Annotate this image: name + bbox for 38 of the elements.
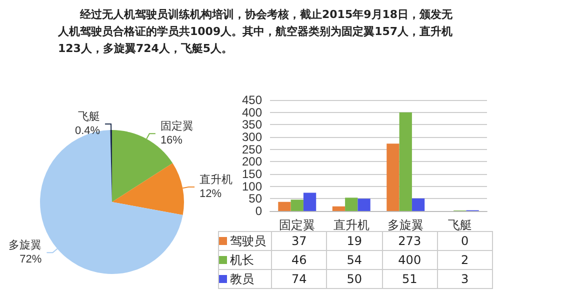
slice-label: 固定翼 <box>160 120 194 133</box>
y-tick-label: 0 <box>255 204 262 218</box>
data-label: 2 <box>437 250 492 270</box>
data-label: 51 <box>382 270 438 288</box>
data-label: 74 <box>272 270 327 288</box>
y-tick-label: 450 <box>242 93 262 107</box>
y-tick-label: 200 <box>242 154 262 169</box>
data-label: 46 <box>272 250 327 270</box>
x-tick-label: 固定翼 <box>279 218 316 232</box>
data-label: 0 <box>437 232 492 250</box>
y-tick-label: 400 <box>242 105 262 120</box>
y-tick-label: 50 <box>248 192 262 206</box>
data-label: 19 <box>326 232 382 250</box>
y-tick-label: 300 <box>242 130 262 144</box>
data-label: 273 <box>382 232 438 250</box>
data-label: 400 <box>382 250 438 270</box>
data-label: 0.4% <box>74 125 100 138</box>
data-label: 72% <box>20 254 42 266</box>
data-label: 12% <box>200 188 222 200</box>
slice-label: 直升机 <box>200 172 233 186</box>
y-tick-label: 250 <box>242 142 262 156</box>
data-label: 37 <box>272 232 327 250</box>
y-tick-label: 350 <box>242 118 262 132</box>
x-tick-label: 多旋翼 <box>388 218 424 232</box>
data-label: 50 <box>326 270 382 288</box>
slice-label: 多旋翼 <box>8 238 42 252</box>
data-label: 16% <box>160 134 183 147</box>
y-tick-label: 100 <box>242 179 262 194</box>
x-tick-label: 飞艇 <box>448 218 472 232</box>
data-label: 3 <box>437 270 492 288</box>
data-label: 54 <box>326 250 382 270</box>
legend-label: 机长 <box>218 250 272 270</box>
text: 经过无人机驾驶员训练机构培训，协会考核，截止2015年9月18日，颁发无人机驾驶员合格证的学员共1009人。其中，航空器类别为固定翼157人，直升机123人，多旋翼724人，飞艇5人。 <box>58 7 454 57</box>
legend-label: 驾驶员 <box>218 232 272 250</box>
x-tick-label: 直升机 <box>333 218 370 232</box>
slice-label: 飞艇 <box>78 111 100 124</box>
legend-label: 教员 <box>218 270 272 288</box>
y-tick-label: 150 <box>242 167 262 181</box>
